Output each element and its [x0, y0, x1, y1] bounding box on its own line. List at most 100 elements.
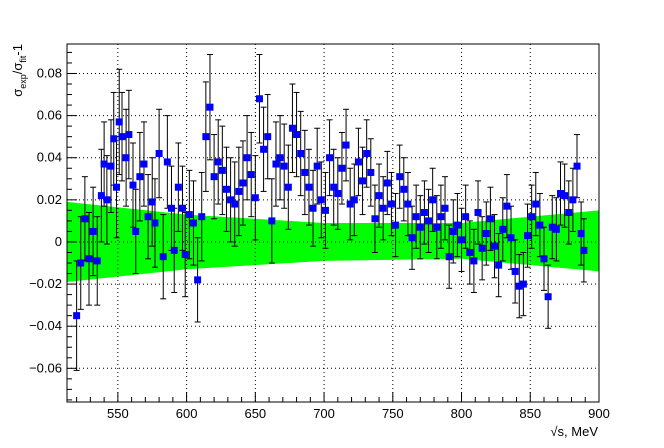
y-axis-title-sub-exp: exp	[18, 74, 28, 89]
data-point	[342, 141, 350, 149]
x-axis-title: √s, MeV	[550, 424, 598, 439]
tick-labels: 550 600 650 700 750 800 850 900 −0.06 −0.04 −0.02 0…	[29, 65, 610, 421]
data-point	[297, 150, 305, 158]
data-point	[185, 211, 193, 219]
data-point	[210, 173, 218, 181]
data-point	[280, 162, 288, 170]
data-point	[260, 145, 268, 153]
data-point	[350, 196, 358, 204]
data-point	[569, 196, 577, 204]
data-point	[532, 200, 540, 208]
data-point	[321, 206, 329, 214]
data-point	[416, 223, 424, 231]
data-point	[97, 192, 105, 200]
y-tick-label: 0.06	[37, 108, 62, 123]
data-point	[189, 219, 197, 227]
data-point	[540, 255, 548, 263]
y-axis-title-slash-sigma: /σ	[10, 63, 25, 75]
data-point	[491, 242, 499, 250]
data-point	[449, 227, 457, 235]
data-point	[118, 133, 126, 141]
data-point	[354, 158, 362, 166]
data-point	[268, 217, 276, 225]
data-point	[499, 225, 507, 233]
data-point	[486, 215, 494, 223]
data-point	[359, 177, 367, 185]
data-point	[218, 166, 226, 174]
data-point	[276, 154, 284, 162]
data-point	[235, 187, 243, 195]
data-point	[239, 179, 247, 187]
data-point	[392, 221, 400, 229]
data-point	[125, 131, 133, 139]
data-point	[334, 190, 342, 198]
data-point	[383, 179, 391, 187]
data-point	[73, 312, 81, 320]
data-point	[507, 234, 515, 242]
data-point	[174, 183, 182, 191]
data-point	[577, 230, 585, 238]
data-point	[115, 118, 123, 126]
data-point	[155, 150, 163, 158]
data-point	[122, 154, 130, 162]
data-point	[107, 162, 115, 170]
data-point	[511, 267, 519, 275]
data-point	[495, 261, 503, 269]
data-point	[573, 162, 581, 170]
data-point	[272, 160, 280, 168]
data-point	[408, 234, 416, 242]
data-point	[93, 257, 101, 265]
data-point	[429, 196, 437, 204]
data-point	[81, 215, 89, 223]
data-point	[363, 150, 371, 158]
data-point	[445, 253, 453, 261]
data-point	[548, 223, 556, 231]
data-point	[330, 183, 338, 191]
data-point	[503, 202, 511, 210]
data-point	[404, 200, 412, 208]
data-point	[100, 160, 108, 168]
data-point	[519, 280, 527, 288]
data-point	[103, 196, 111, 204]
y-tick-label: 0.02	[37, 192, 62, 207]
data-point	[400, 185, 408, 193]
data-point	[346, 200, 354, 208]
data-point	[231, 200, 239, 208]
data-points	[73, 95, 588, 320]
data-point	[557, 190, 565, 198]
data-point	[396, 173, 404, 181]
data-point	[379, 204, 387, 212]
data-point	[89, 227, 97, 235]
y-tick-label: −0.04	[29, 318, 62, 333]
data-point	[194, 276, 202, 284]
data-point	[136, 173, 144, 181]
data-point	[129, 181, 137, 189]
data-point	[305, 183, 313, 191]
data-point	[474, 208, 482, 216]
data-point	[181, 251, 189, 259]
data-point	[144, 213, 152, 221]
data-point	[371, 215, 379, 223]
data-point	[148, 198, 156, 206]
data-point	[544, 293, 552, 301]
data-point	[243, 154, 251, 162]
confidence-band	[67, 201, 599, 282]
data-point	[441, 204, 449, 212]
data-point	[420, 208, 428, 216]
y-axis-title-sigma: σ	[10, 89, 25, 97]
data-point	[412, 213, 420, 221]
data-point	[159, 253, 167, 261]
data-point	[317, 196, 325, 204]
data-point	[524, 232, 532, 240]
data-point	[247, 171, 255, 179]
y-tick-label: 0.08	[37, 65, 62, 80]
data-point	[178, 204, 186, 212]
data-point	[375, 192, 383, 200]
data-point	[309, 204, 317, 212]
data-point	[453, 221, 461, 229]
data-point	[227, 196, 235, 204]
axis-ticks	[67, 51, 600, 402]
data-point	[437, 213, 445, 221]
data-point	[288, 124, 296, 132]
data-point	[140, 160, 148, 168]
